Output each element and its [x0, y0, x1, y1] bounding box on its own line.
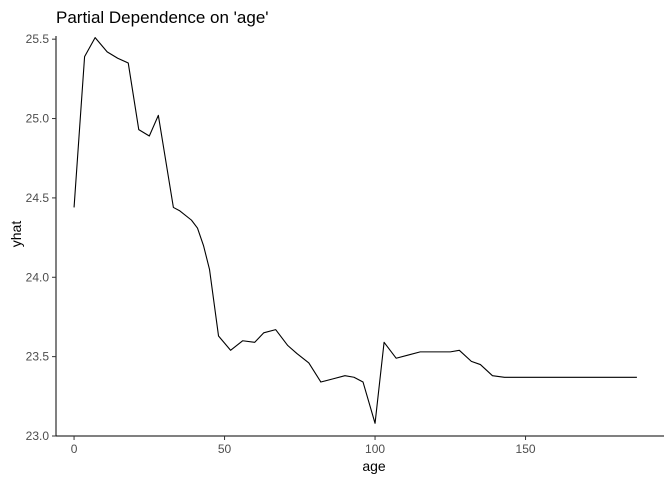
x-tick-label: 0	[71, 442, 78, 456]
plot-area: 0 50 100 150 23.0 23.5 24.0 24.5 25.0 25.5	[26, 32, 664, 456]
series-line	[73, 37, 637, 424]
x-tick-label: 100	[365, 442, 385, 456]
y-tick-label: 23.5	[26, 350, 50, 364]
y-tick-label: 24.0	[26, 270, 50, 284]
y-tick-label: 25.0	[26, 112, 50, 126]
y-tick-label: 24.5	[26, 191, 50, 205]
x-axis-title: age	[362, 458, 386, 474]
y-axis-title: yhat	[8, 221, 24, 248]
chart-title: Partial Dependence on 'age'	[56, 8, 269, 27]
x-tick-label: 50	[218, 442, 232, 456]
y-tick-label: 25.5	[26, 32, 50, 46]
x-tick-label: 150	[516, 442, 536, 456]
y-tick-label: 23.0	[26, 429, 50, 443]
